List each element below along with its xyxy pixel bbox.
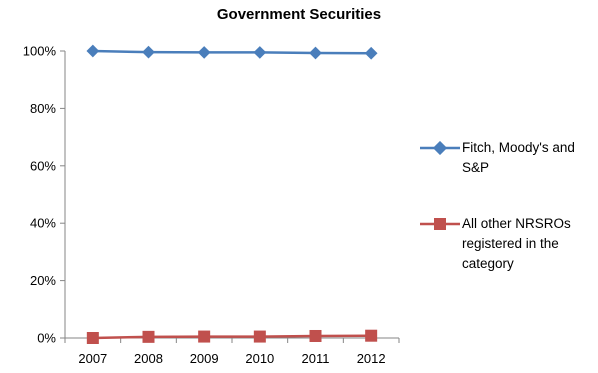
series-0-point — [309, 46, 322, 60]
x-tick-label: 2008 — [134, 351, 163, 366]
series-0-point — [253, 46, 267, 59]
series-1-point — [142, 330, 155, 343]
x-tick-label: 2011 — [302, 351, 330, 366]
series-0-point — [197, 46, 211, 59]
chart-title: Government Securities — [216, 6, 382, 23]
series-1-point — [86, 332, 99, 344]
series-1-point — [309, 329, 322, 342]
series-0-point — [142, 45, 155, 59]
legend: Fitch, Moody's and S&P All other NRSROs … — [420, 0, 598, 373]
legend-label-big-three: Fitch, Moody's and S&P — [462, 140, 575, 175]
x-tick-label: 2010 — [245, 351, 274, 366]
x-tick-label: 2012 — [357, 351, 386, 366]
legend-swatch-big-three — [420, 141, 460, 155]
y-tick-label: 20% — [30, 273, 56, 288]
series-1-point — [253, 330, 266, 343]
y-tick-label: 40% — [30, 216, 56, 231]
series-1-point — [365, 329, 378, 342]
x-tick-label: 2009 — [190, 351, 219, 366]
y-tick-label: 80% — [30, 101, 56, 116]
series-line-1 — [92, 334, 372, 340]
legend-label-other-nrsros: All other NRSROs registered in the categ… — [462, 216, 571, 271]
y-tick-label: 60% — [30, 158, 56, 173]
series-0-point — [364, 46, 378, 60]
series-0-point — [86, 44, 100, 58]
y-tick-label: 0% — [37, 331, 56, 346]
legend-item-other-nrsros: All other NRSROs registered in the categ… — [420, 214, 594, 274]
series-line-0 — [92, 49, 372, 55]
x-tick-label: 2007 — [78, 351, 107, 366]
legend-swatch-other-nrsros — [420, 218, 460, 230]
series-1-point — [198, 330, 211, 343]
y-tick-label: 100% — [23, 44, 57, 59]
legend-item-big-three: Fitch, Moody's and S&P — [420, 138, 594, 178]
